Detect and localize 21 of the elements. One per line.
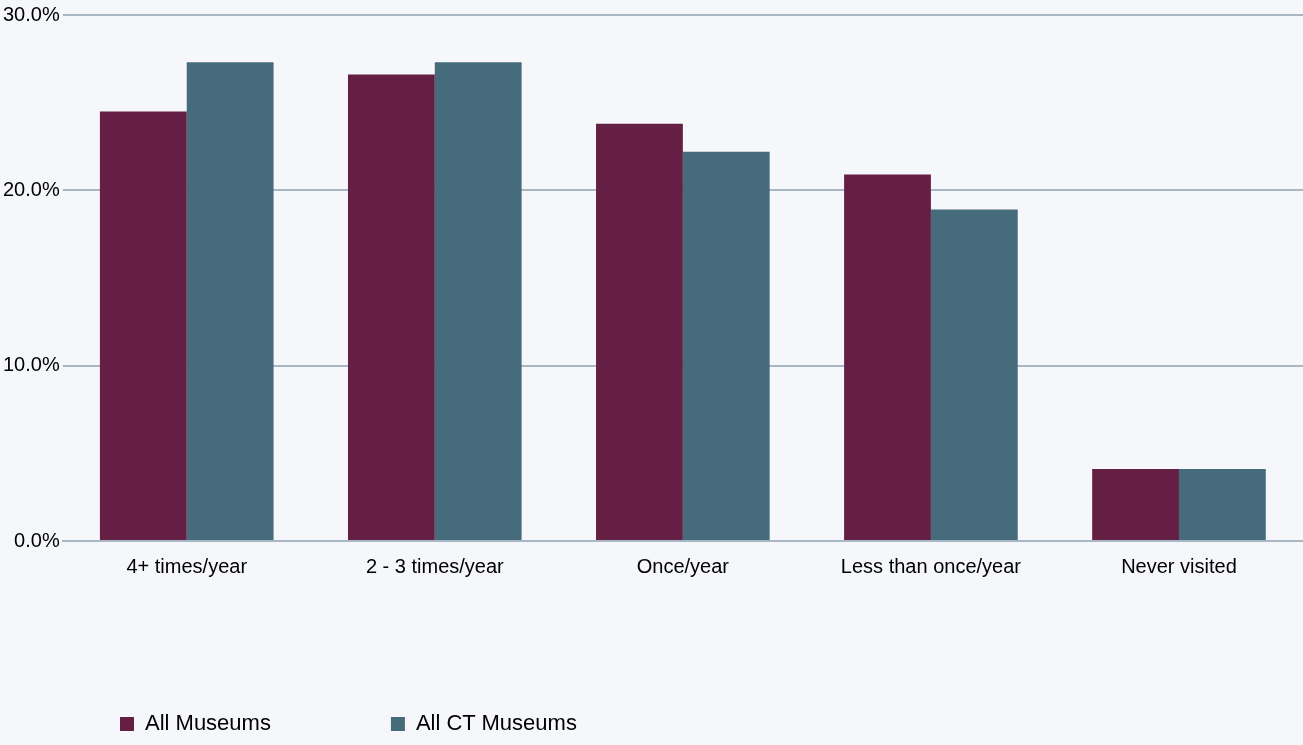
legend-label: All Museums bbox=[145, 710, 271, 736]
y-tick-label: 20.0% bbox=[2, 177, 60, 200]
bar bbox=[596, 123, 683, 540]
bar bbox=[682, 151, 770, 540]
bar bbox=[1178, 469, 1266, 540]
bar bbox=[186, 62, 274, 540]
bar bbox=[930, 209, 1018, 540]
y-tick-label: 10.0% bbox=[2, 353, 60, 376]
x-tick-label: Once/year bbox=[636, 554, 730, 577]
bar bbox=[99, 111, 187, 540]
legend-label: All CT Museums bbox=[415, 710, 577, 736]
bar bbox=[844, 174, 931, 540]
bar bbox=[347, 74, 435, 540]
x-tick-label: Never visited bbox=[1121, 554, 1237, 577]
bar bbox=[1092, 469, 1179, 540]
y-tick-label: 30.0% bbox=[2, 2, 60, 25]
bar bbox=[434, 62, 522, 540]
x-tick-label: 2 - 3 times/year bbox=[365, 554, 505, 577]
y-tick-label: 0.0% bbox=[14, 528, 60, 551]
x-tick-label: Less than once/year bbox=[840, 554, 1022, 577]
x-tick-label: 4+ times/year bbox=[126, 554, 248, 577]
